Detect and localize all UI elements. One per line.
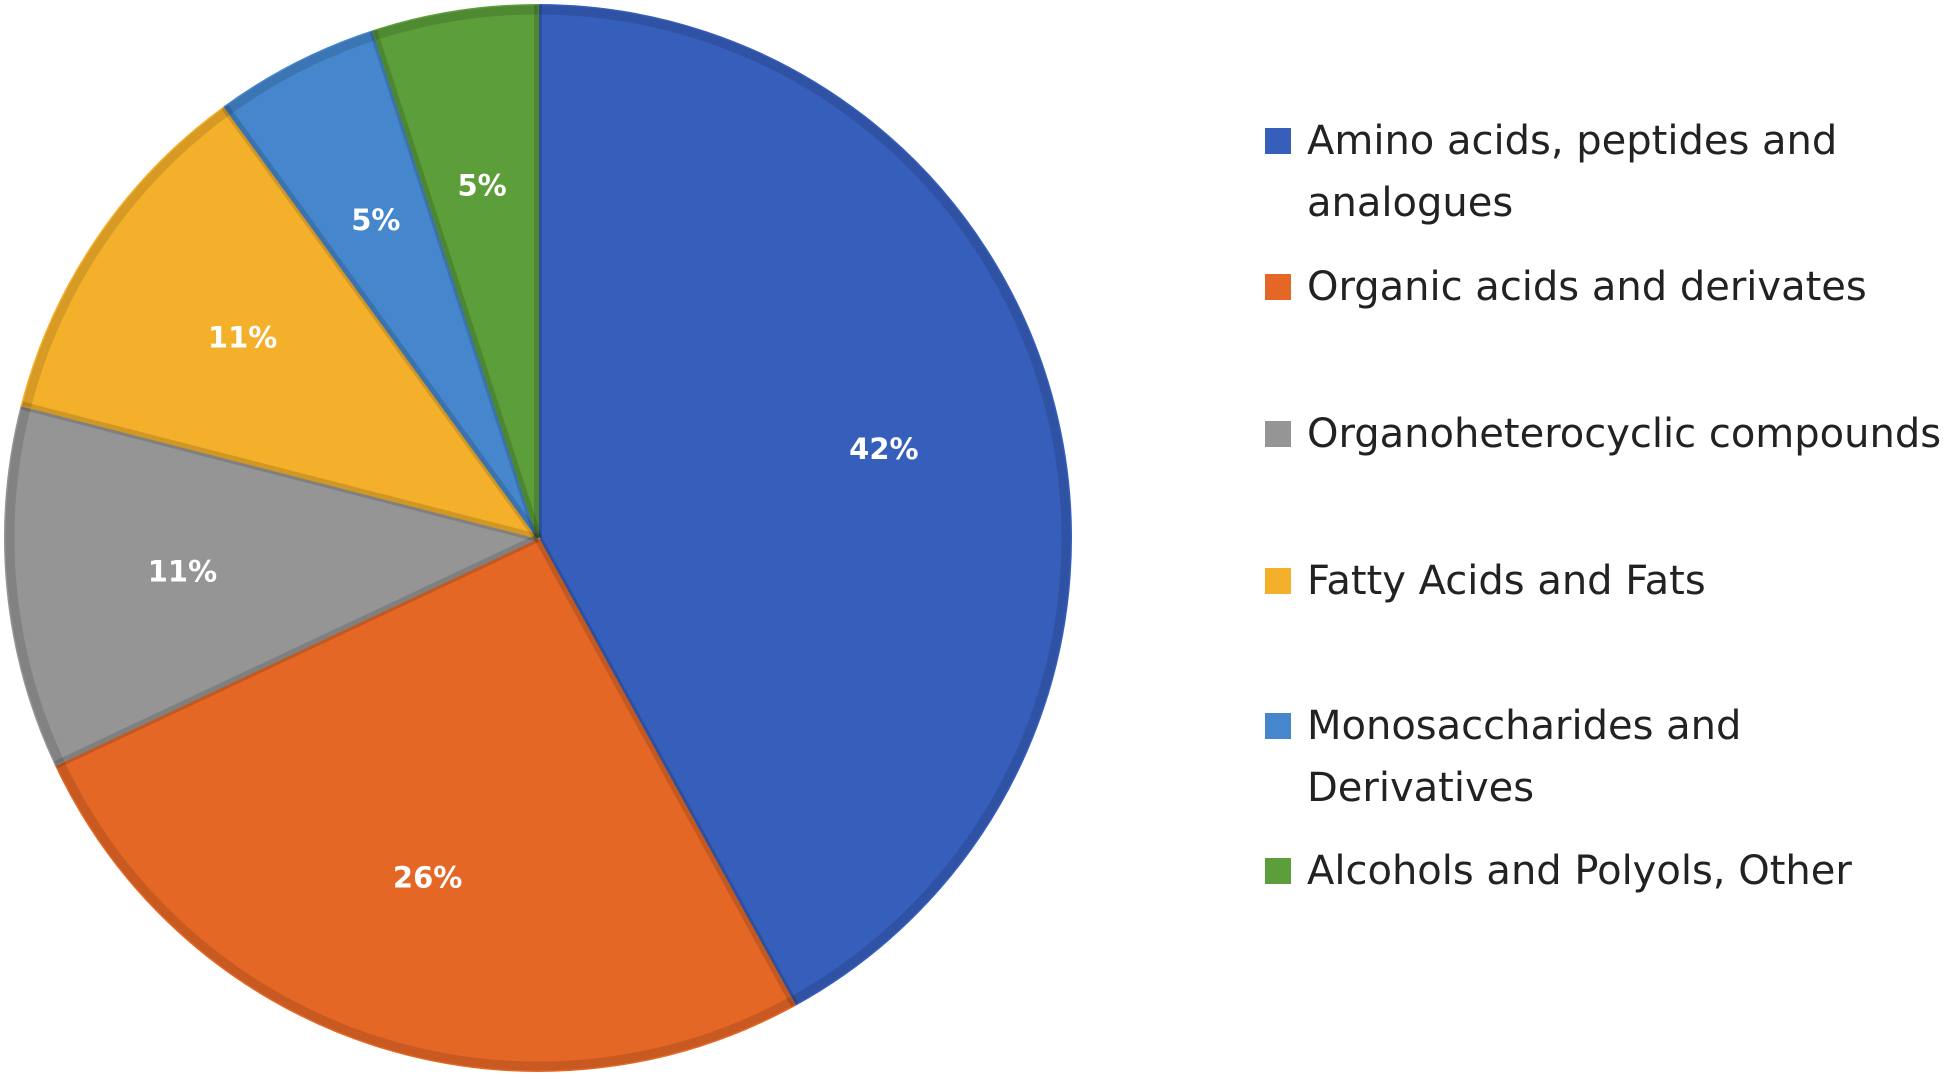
pie-slice-rim-fatty-acids [22, 107, 231, 408]
pie-slice-fatty-acids [20, 105, 541, 540]
pie-slice-label-amino-acids: 42% [849, 432, 918, 466]
pie-slice-rim-organoheterocyclic [5, 405, 65, 765]
legend-label-monosaccharides: Monosaccharides and Derivatives [1307, 703, 1742, 811]
pie-slice-alcohols [372, 3, 539, 539]
legend-item-alcohols: Alcohols and Polyols, Other [1265, 840, 1947, 902]
legend-label-organoheterocyclic: Organoheterocyclic compounds [1307, 411, 1942, 457]
pie-slice-separator-monosaccharides [221, 104, 542, 541]
legend-swatch-organoheterocyclic [1265, 421, 1291, 447]
legend-swatch-fatty-acids [1265, 568, 1291, 594]
legend-item-monosaccharides: Monosaccharides and Derivatives [1265, 695, 1947, 819]
pie-slice-separator-organic-acids [534, 536, 799, 1007]
legend-label-amino-acids: Amino acids, peptides and analogues [1307, 118, 1838, 226]
legend-swatch-alcohols [1265, 858, 1291, 884]
pie-slices [4, 3, 1072, 1072]
pie-slice-rim-amino-acids [537, 5, 1071, 1005]
pie-slice-separator-fatty-acids [20, 401, 539, 542]
legend-label-alcohols: Alcohols and Polyols, Other [1307, 848, 1852, 894]
pie-slice-rim-organic-acids [56, 760, 795, 1071]
pie-slice-rim-alcohols [373, 5, 539, 41]
legend-item-amino-acids: Amino acids, peptides and analogues [1265, 110, 1947, 234]
pie-slice-separator-organoheterocyclic [54, 534, 540, 769]
pie-slice-organoheterocyclic [4, 404, 541, 767]
pie-slice-separator-alcohols [369, 29, 542, 540]
legend-label-organic-acids: Organic acids and derivates [1307, 264, 1867, 310]
pie-slice-amino-acids [537, 3, 1072, 1007]
pie-slice-label-fatty-acids: 11% [208, 320, 277, 354]
pie-slice-label-monosaccharides: 5% [351, 203, 400, 237]
legend-swatch-monosaccharides [1265, 713, 1291, 739]
legend-label-fatty-acids: Fatty Acids and Fats [1307, 558, 1706, 604]
pie-slice-rim-monosaccharides [225, 31, 377, 115]
pie-slice-labels: 42% 26% 11% 11% 5% 5% [148, 168, 919, 894]
pie-slice-label-alcohols: 5% [458, 168, 507, 202]
legend-item-organic-acids: Organic acids and derivates [1265, 256, 1947, 318]
legend-swatch-organic-acids [1265, 274, 1291, 300]
pie-slice-label-organoheterocyclic: 11% [148, 555, 217, 589]
pie-slice-organic-acids [54, 536, 797, 1072]
pie-slice-monosaccharides [223, 29, 539, 539]
legend-item-fatty-acids: Fatty Acids and Fats [1265, 550, 1947, 612]
pie-slice-label-organic-acids: 26% [393, 861, 462, 895]
legend-item-organoheterocyclic: Organoheterocyclic compounds [1265, 403, 1947, 465]
legend-swatch-amino-acids [1265, 128, 1291, 154]
